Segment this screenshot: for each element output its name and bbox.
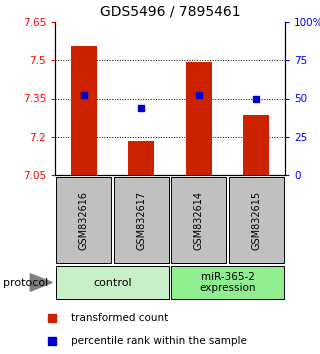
Bar — [114, 177, 169, 263]
Text: GSM832614: GSM832614 — [194, 190, 204, 250]
Text: miR-365-2
expression: miR-365-2 expression — [199, 272, 256, 293]
Polygon shape — [30, 274, 52, 291]
Bar — [171, 177, 226, 263]
Text: percentile rank within the sample: percentile rank within the sample — [71, 336, 247, 346]
Text: GSM832615: GSM832615 — [251, 190, 261, 250]
Text: transformed count: transformed count — [71, 313, 168, 323]
Bar — [229, 177, 284, 263]
Text: protocol: protocol — [3, 278, 48, 287]
Bar — [186, 62, 212, 175]
Bar — [56, 177, 111, 263]
Text: GSM832617: GSM832617 — [136, 190, 146, 250]
Bar — [56, 267, 169, 299]
Bar — [71, 46, 97, 175]
Bar — [128, 141, 154, 175]
Text: GSM832616: GSM832616 — [79, 190, 89, 250]
Title: GDS5496 / 7895461: GDS5496 / 7895461 — [100, 4, 240, 18]
Bar — [243, 115, 269, 175]
Bar — [171, 267, 284, 299]
Text: control: control — [93, 278, 132, 287]
